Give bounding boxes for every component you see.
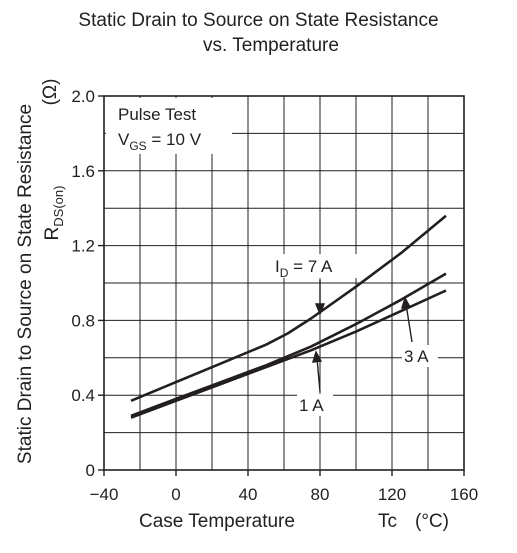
series-label-7a-main: I xyxy=(275,257,280,276)
y-tick-labels: 0 0.4 0.8 1.2 1.6 2.0 xyxy=(71,87,95,480)
y-axis-symbol-sub: DS(on) xyxy=(51,186,66,227)
series-label-7a: ID = 7 A xyxy=(275,257,333,280)
x-tick-label: −40 xyxy=(90,485,119,504)
series-label-3a: 3 A xyxy=(404,347,429,366)
annotation-pulse-test: Pulse Test xyxy=(118,105,196,124)
chart-title-line2: vs. Temperature xyxy=(203,35,339,56)
y-axis-label: Static Drain to Source on State Resistan… xyxy=(15,104,36,464)
series-line-1 xyxy=(130,272,447,418)
x-tick-label: 80 xyxy=(311,485,330,504)
series-label-7a-sub: D xyxy=(280,266,289,280)
y-tick-label: 1.6 xyxy=(71,162,95,181)
y-tick-label: 2.0 xyxy=(71,87,95,106)
annotation-vgs: VGS = 10 V xyxy=(118,130,202,153)
series-label-7a-rest: = 7 A xyxy=(288,257,333,276)
label-7a-bg xyxy=(272,254,360,278)
x-tick-label: 120 xyxy=(378,485,406,504)
y-axis-symbol: RDS(on) xyxy=(42,186,66,241)
x-axis-symbol: Tc xyxy=(378,511,397,532)
leader-arrows xyxy=(312,280,413,393)
label-3a-bg xyxy=(402,345,438,367)
arrow-1a-line xyxy=(316,357,321,393)
ticks xyxy=(98,95,465,476)
series-lines xyxy=(130,214,447,419)
series-line-0 xyxy=(130,214,447,403)
x-axis-label: Case Temperature xyxy=(139,511,295,532)
y-axis-symbol-main: R xyxy=(42,227,63,241)
annotation-box-bg xyxy=(106,98,232,154)
x-tick-label: 40 xyxy=(239,485,258,504)
y-tick-label: 0 xyxy=(86,461,95,480)
annotation-vgs-rest: = 10 V xyxy=(147,130,202,149)
annotation-vgs-main: V xyxy=(118,130,130,149)
annotation-vgs-sub: GS xyxy=(129,139,146,153)
grid xyxy=(104,96,464,470)
arrow-3a-head xyxy=(401,296,412,309)
x-tick-labels: −40 0 40 80 120 160 xyxy=(90,485,479,504)
series-line-2 xyxy=(130,289,447,419)
chart-title-line1: Static Drain to Source on State Resistan… xyxy=(78,10,439,31)
series-label-1a: 1 A xyxy=(299,396,324,415)
x-tick-label: 160 xyxy=(450,485,478,504)
label-1a-bg xyxy=(297,394,333,416)
arrow-7a-head xyxy=(314,303,326,316)
arrow-1a-head xyxy=(312,350,323,363)
plot-frame xyxy=(103,95,465,471)
y-tick-label: 1.2 xyxy=(71,237,95,256)
y-axis-unit: (Ω) xyxy=(40,79,61,106)
x-axis-unit: (°C) xyxy=(415,511,449,532)
y-tick-label: 0.4 xyxy=(71,386,95,405)
arrow-3a-line xyxy=(405,303,413,343)
x-tick-label: 0 xyxy=(171,485,180,504)
y-tick-label: 0.8 xyxy=(71,311,95,330)
